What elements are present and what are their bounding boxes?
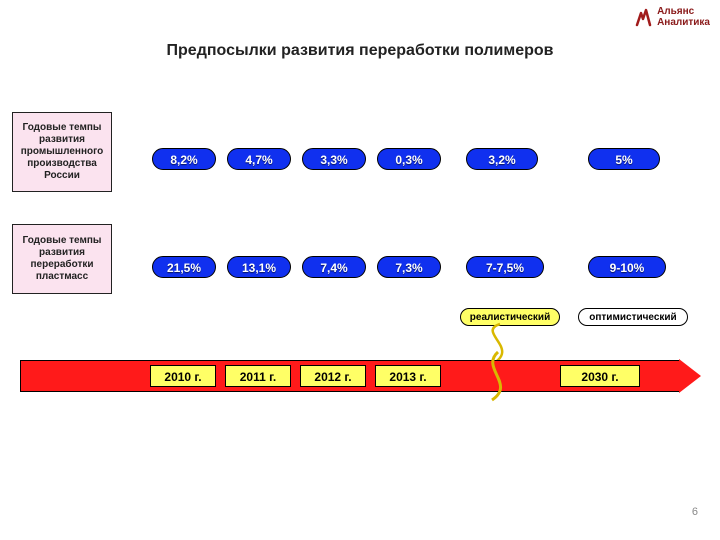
brand-logo: АльянсАналитика — [633, 6, 710, 28]
row-label-plastics: Годовые темпы развития переработки пласт… — [12, 224, 112, 294]
logo-text: АльянсАналитика — [657, 6, 710, 28]
scenario-optimistic: оптимистический — [578, 308, 688, 326]
year-label: 2013 г. — [375, 365, 441, 387]
page-number: 6 — [692, 506, 698, 518]
year-label: 2012 г. — [300, 365, 366, 387]
data-pill: 3,2% — [466, 148, 538, 170]
data-pill: 7,4% — [302, 256, 366, 278]
data-pill: 5% — [588, 148, 660, 170]
row-label-industrial: Годовые темпы развития промышленного про… — [12, 112, 112, 192]
year-label: 2011 г. — [225, 365, 291, 387]
logo-icon — [633, 7, 653, 27]
data-pill: 0,3% — [377, 148, 441, 170]
data-pill: 3,3% — [302, 148, 366, 170]
data-pill: 13,1% — [227, 256, 291, 278]
data-pill: 21,5% — [152, 256, 216, 278]
scenario-realistic: реалистический — [460, 308, 560, 326]
data-pill: 7-7,5% — [466, 256, 544, 278]
data-pill: 7,3% — [377, 256, 441, 278]
year-label: 2030 г. — [560, 365, 640, 387]
arrow-icon — [679, 359, 701, 393]
page-title: Предпосылки развития переработки полимер… — [0, 42, 720, 60]
data-pill: 9-10% — [588, 256, 666, 278]
data-pill: 8,2% — [152, 148, 216, 170]
data-pill: 4,7% — [227, 148, 291, 170]
year-label: 2010 г. — [150, 365, 216, 387]
